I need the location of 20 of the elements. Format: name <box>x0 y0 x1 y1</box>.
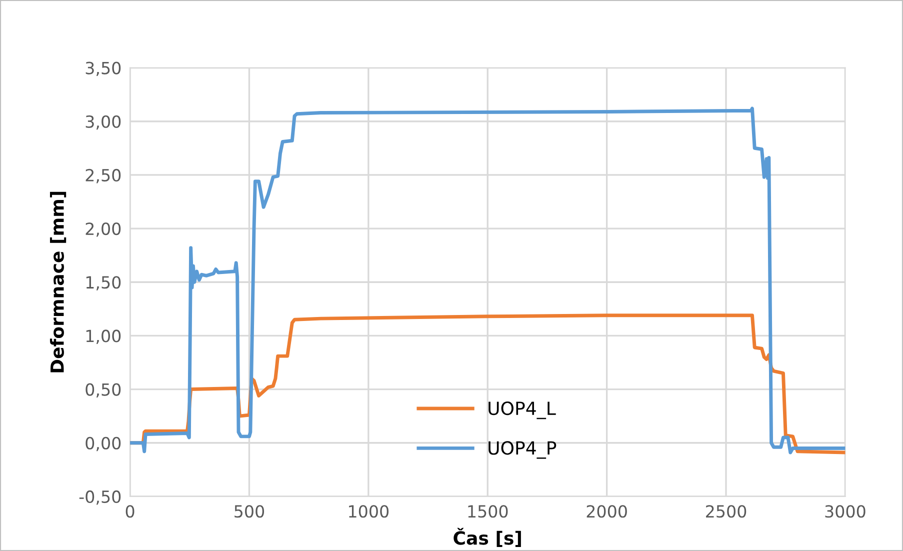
x-tick-label: 1000 <box>349 505 389 518</box>
x-tick-label: 500 <box>234 505 264 518</box>
legend-label: UOP4_L <box>488 401 556 420</box>
y-axis-title: Deformnace [mm] <box>50 192 66 372</box>
y-tick-label: 3,00 <box>86 115 121 130</box>
y-tick-label: 0,50 <box>86 383 121 398</box>
x-axis-title: Čas [s] <box>454 528 521 547</box>
y-tick-label: 0,00 <box>86 436 121 452</box>
y-tick-label: 3,50 <box>86 62 121 76</box>
x-tick-label: 3000 <box>825 505 866 518</box>
y-tick-label: 2,50 <box>86 168 121 184</box>
x-tick-label: 1500 <box>468 505 508 518</box>
y-tick-label: 2,00 <box>86 222 121 237</box>
y-tick-label: 1,50 <box>86 276 121 290</box>
y-tick-label: 1,00 <box>86 330 121 344</box>
x-tick-label: 2000 <box>586 505 627 518</box>
x-tick-label: 0 <box>126 505 134 518</box>
y-tick-label: -0,50 <box>79 490 121 505</box>
legend-label: UOP4_P <box>488 441 556 459</box>
x-tick-label: 2500 <box>706 505 746 518</box>
